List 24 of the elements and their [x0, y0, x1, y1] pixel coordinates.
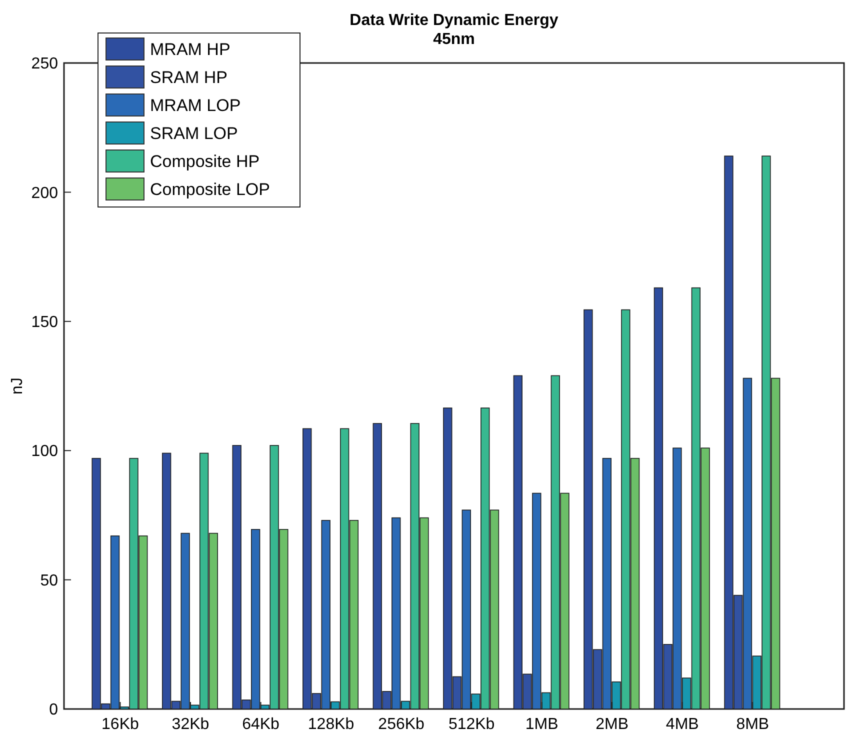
x-tick-label: 16Kb	[102, 716, 139, 731]
y-tick-label: 200	[31, 184, 58, 202]
x-tick-label: 64Kb	[242, 716, 280, 731]
x-tick-label: 4MB	[666, 716, 699, 731]
chart-title: Data Write Dynamic Energy 45nm	[350, 12, 558, 48]
legend-label: SRAM LOP	[150, 124, 238, 143]
legend-label: SRAM HP	[150, 68, 228, 87]
y-tick-label: 0	[49, 702, 58, 719]
x-tick-label: 128Kb	[308, 716, 354, 731]
x-tick-label: 256Kb	[378, 716, 425, 731]
x-tick-label: 32Kb	[172, 716, 210, 731]
x-tick-label: 2MB	[596, 716, 629, 731]
legend-label: Composite HP	[150, 152, 260, 171]
x-tick-label: 512Kb	[448, 716, 495, 731]
y-tick-label: 250	[31, 56, 58, 73]
y-axis-title: nJ	[9, 378, 26, 394]
x-tick-label: 1MB	[525, 716, 558, 731]
y-tick-label: 50	[40, 572, 58, 590]
legend-label: MRAM HP	[150, 40, 230, 59]
legend-label: MRAM LOP	[150, 96, 241, 115]
x-tick-label: 8MB	[736, 716, 770, 731]
y-tick-label: 150	[31, 314, 58, 331]
y-tick-label: 100	[31, 443, 58, 460]
legend-label: Composite LOP	[150, 180, 270, 199]
